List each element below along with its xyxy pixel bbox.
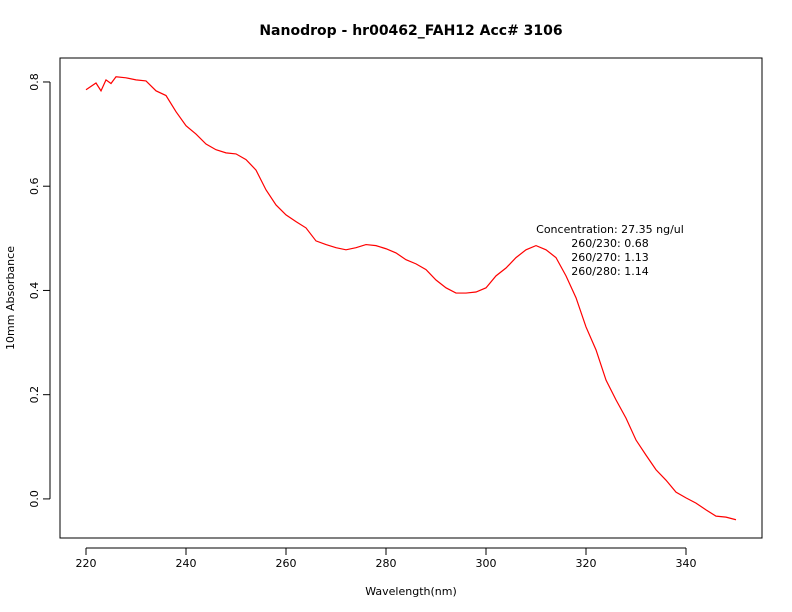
data-line — [85, 76, 737, 521]
plot-box — [59, 57, 763, 539]
x-tick-label: 280 — [376, 557, 397, 570]
x-axis-label: Wavelength(nm) — [365, 585, 457, 598]
y-tick-label: 0.0 — [28, 490, 41, 508]
x-tick-label: 300 — [476, 557, 497, 570]
x-tick-label: 340 — [676, 557, 697, 570]
y-tick-label: 0.4 — [28, 282, 41, 300]
annotation: 260/280: 1.14 — [571, 265, 648, 278]
x-tick-label: 220 — [76, 557, 97, 570]
y-axis-label: 10mm Absorbance — [4, 246, 17, 350]
y-tick-label: 0.2 — [28, 386, 41, 404]
annotation: 260/270: 1.13 — [571, 251, 648, 264]
x-tick-label: 260 — [276, 557, 297, 570]
y-tick-label: 0.8 — [28, 73, 41, 91]
x-tick-label: 320 — [576, 557, 597, 570]
x-tick-label: 240 — [176, 557, 197, 570]
annotation: 260/230: 0.68 — [571, 237, 648, 250]
y-tick-label: 0.6 — [28, 177, 41, 195]
chart-title: Nanodrop - hr00462_FAH12 Acc# 3106 — [259, 23, 562, 39]
annotation: Concentration: 27.35 ng/ul — [536, 223, 684, 236]
